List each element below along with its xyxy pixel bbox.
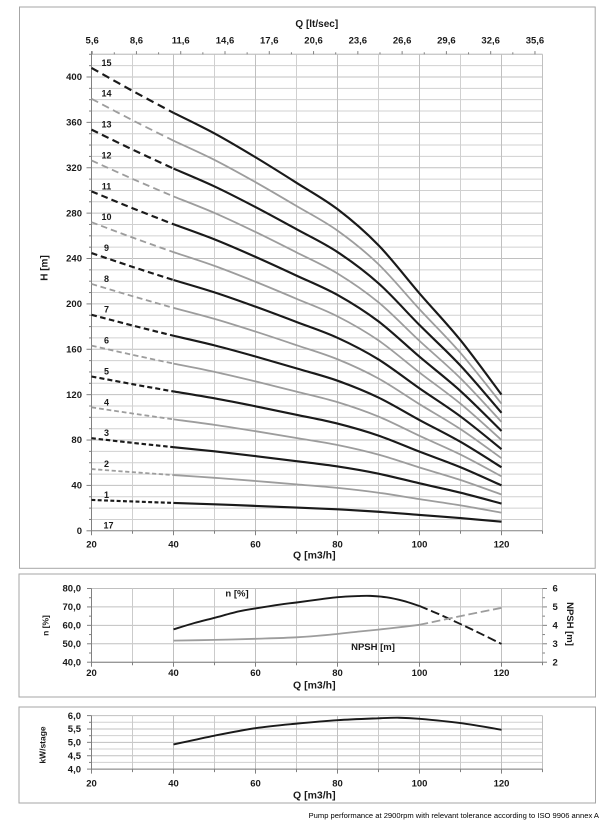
svg-text:n [%]: n [%]: [225, 589, 248, 600]
svg-text:4,0: 4,0: [68, 764, 81, 775]
svg-text:3: 3: [104, 428, 109, 438]
svg-text:120: 120: [66, 390, 82, 401]
svg-text:60: 60: [250, 779, 261, 790]
svg-text:80: 80: [332, 779, 343, 790]
svg-text:60: 60: [250, 668, 261, 679]
svg-text:26,6: 26,6: [393, 36, 412, 47]
svg-text:80: 80: [332, 540, 343, 551]
svg-text:8,6: 8,6: [130, 36, 143, 47]
svg-text:n [%]: n [%]: [41, 615, 51, 636]
svg-text:6: 6: [104, 336, 109, 346]
svg-text:280: 280: [66, 208, 82, 219]
svg-text:29,6: 29,6: [437, 36, 456, 47]
svg-text:40: 40: [168, 779, 179, 790]
svg-text:8: 8: [104, 274, 109, 284]
svg-text:60,0: 60,0: [63, 621, 82, 632]
svg-text:120: 120: [494, 668, 510, 679]
svg-text:5,5: 5,5: [68, 724, 82, 735]
svg-text:Q [m3/h]: Q [m3/h]: [293, 679, 336, 691]
svg-text:360: 360: [66, 118, 82, 129]
svg-text:70,0: 70,0: [63, 602, 82, 613]
svg-text:3: 3: [553, 639, 558, 650]
svg-text:40: 40: [168, 540, 179, 551]
svg-text:13: 13: [101, 120, 111, 130]
svg-text:5: 5: [553, 602, 559, 613]
svg-text:40,0: 40,0: [63, 657, 82, 668]
svg-text:60: 60: [250, 540, 261, 551]
svg-text:100: 100: [412, 668, 428, 679]
svg-text:11,6: 11,6: [172, 36, 190, 47]
svg-text:Q [m3/h]: Q [m3/h]: [293, 549, 336, 561]
svg-text:14: 14: [101, 89, 111, 99]
svg-text:10: 10: [101, 212, 111, 222]
svg-text:40: 40: [168, 668, 179, 679]
svg-text:1: 1: [104, 490, 109, 500]
svg-text:4: 4: [553, 621, 559, 632]
svg-text:6: 6: [553, 584, 558, 595]
svg-text:32,6: 32,6: [481, 36, 500, 47]
svg-text:6,0: 6,0: [68, 711, 81, 722]
svg-text:kW/stage: kW/stage: [38, 726, 48, 764]
svg-text:5: 5: [104, 366, 109, 376]
svg-text:11: 11: [102, 181, 112, 191]
svg-text:17,6: 17,6: [260, 36, 279, 47]
svg-text:35,6: 35,6: [526, 36, 545, 47]
svg-text:80: 80: [71, 435, 82, 446]
svg-text:100: 100: [412, 779, 428, 790]
svg-text:0: 0: [77, 526, 82, 537]
svg-text:2: 2: [104, 459, 109, 469]
svg-text:5,0: 5,0: [68, 738, 81, 749]
svg-text:7: 7: [104, 305, 109, 315]
svg-text:20: 20: [86, 779, 97, 790]
svg-text:2: 2: [553, 657, 558, 668]
svg-text:17: 17: [103, 520, 113, 530]
svg-text:Q [m3/h]: Q [m3/h]: [293, 789, 336, 801]
svg-text:4,5: 4,5: [68, 751, 82, 762]
svg-text:40: 40: [71, 481, 82, 492]
svg-text:100: 100: [412, 540, 428, 551]
svg-text:9: 9: [104, 243, 109, 253]
svg-text:14,6: 14,6: [216, 36, 235, 47]
svg-text:240: 240: [66, 254, 82, 265]
svg-text:20,6: 20,6: [304, 36, 323, 47]
svg-text:NPSH [m]: NPSH [m]: [351, 642, 395, 653]
svg-text:160: 160: [66, 344, 82, 355]
svg-text:Q [lt/sec]: Q [lt/sec]: [295, 19, 338, 30]
svg-text:12: 12: [101, 150, 111, 160]
svg-text:20: 20: [86, 668, 97, 679]
svg-text:23,6: 23,6: [349, 36, 368, 47]
svg-text:120: 120: [494, 540, 510, 551]
svg-text:20: 20: [86, 540, 97, 551]
svg-text:H [m]: H [m]: [40, 255, 51, 281]
svg-text:120: 120: [494, 779, 510, 790]
svg-text:NPSH [m]: NPSH [m]: [564, 602, 575, 646]
svg-text:200: 200: [66, 299, 82, 310]
svg-text:320: 320: [66, 163, 82, 174]
svg-text:80: 80: [332, 668, 343, 679]
svg-text:Pump performance at 2900rpm wi: Pump performance at 2900rpm with relevan…: [309, 811, 600, 820]
svg-text:15: 15: [101, 58, 111, 68]
svg-text:5,6: 5,6: [86, 36, 99, 47]
svg-text:80,0: 80,0: [63, 584, 82, 595]
svg-text:4: 4: [104, 397, 109, 407]
svg-text:50,0: 50,0: [63, 639, 82, 650]
svg-text:400: 400: [66, 72, 82, 83]
